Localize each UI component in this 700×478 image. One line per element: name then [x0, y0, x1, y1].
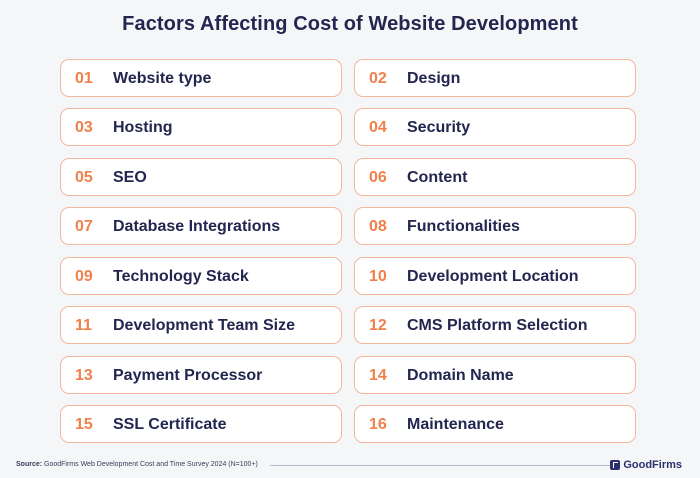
factor-number: 13: [75, 367, 93, 384]
factor-card: 02 Design: [354, 59, 636, 97]
factor-label: Hosting: [113, 119, 173, 136]
factor-card: 15 SSL Certificate: [60, 405, 342, 443]
factor-label: Technology Stack: [113, 268, 249, 285]
factor-card: 16 Maintenance: [354, 405, 636, 443]
factor-number: 16: [369, 416, 387, 433]
factor-label: Security: [407, 119, 471, 136]
factor-card: 13 Payment Processor: [60, 356, 342, 394]
goodfirms-logo-icon: [610, 460, 621, 470]
factor-label: Database Integrations: [113, 218, 281, 235]
factor-number: 14: [369, 367, 387, 384]
factor-label: Functionalities: [407, 218, 520, 235]
factor-number: 09: [75, 268, 93, 285]
page-title: Factors Affecting Cost of Website Develo…: [122, 13, 578, 35]
factor-number: 05: [75, 169, 93, 186]
factor-label: Maintenance: [407, 416, 504, 433]
factor-label: CMS Platform Selection: [407, 317, 588, 334]
factor-label: SEO: [113, 169, 147, 186]
factor-label: SSL Certificate: [113, 416, 227, 433]
factor-label: Development Team Size: [113, 317, 295, 334]
factor-number: 06: [369, 169, 387, 186]
factor-card: 12 CMS Platform Selection: [354, 306, 636, 344]
factor-number: 07: [75, 218, 93, 235]
factor-card: 01 Website type: [60, 59, 342, 97]
factor-number: 03: [75, 119, 93, 136]
factor-number: 10: [369, 268, 387, 285]
factor-card: 03 Hosting: [60, 108, 342, 146]
factor-number: 08: [369, 218, 387, 235]
factor-card: 09 Technology Stack: [60, 257, 342, 295]
brand-name: GoodFirms: [623, 459, 682, 471]
factor-label: Design: [407, 70, 461, 87]
factor-label: Domain Name: [407, 367, 514, 384]
source-text: GoodFirms Web Development Cost and Time …: [42, 461, 258, 468]
footer-divider: [270, 465, 610, 466]
source-note: Source: GoodFirms Web Development Cost a…: [16, 458, 258, 472]
factor-number: 12: [369, 317, 387, 334]
factor-card: 14 Domain Name: [354, 356, 636, 394]
factor-card: 10 Development Location: [354, 257, 636, 295]
factor-label: Payment Processor: [113, 367, 263, 384]
factor-card: 06 Content: [354, 158, 636, 196]
factor-number: 01: [75, 70, 93, 87]
factor-card: 07 Database Integrations: [60, 207, 342, 245]
factor-number: 11: [75, 317, 92, 334]
factor-card: 08 Functionalities: [354, 207, 636, 245]
source-label: Source:: [16, 461, 43, 468]
factor-label: Content: [407, 169, 468, 186]
factor-card: 04 Security: [354, 108, 636, 146]
factor-card: 05 SEO: [60, 158, 342, 196]
factor-number: 02: [369, 70, 387, 87]
factor-label: Website type: [113, 70, 212, 87]
factor-card: 11 Development Team Size: [60, 306, 342, 344]
factor-label: Development Location: [407, 268, 579, 285]
brand-logo: GoodFirms: [610, 458, 682, 472]
factor-number: 15: [75, 416, 93, 433]
footer: Source: GoodFirms Web Development Cost a…: [16, 458, 684, 472]
factor-number: 04: [369, 119, 387, 136]
